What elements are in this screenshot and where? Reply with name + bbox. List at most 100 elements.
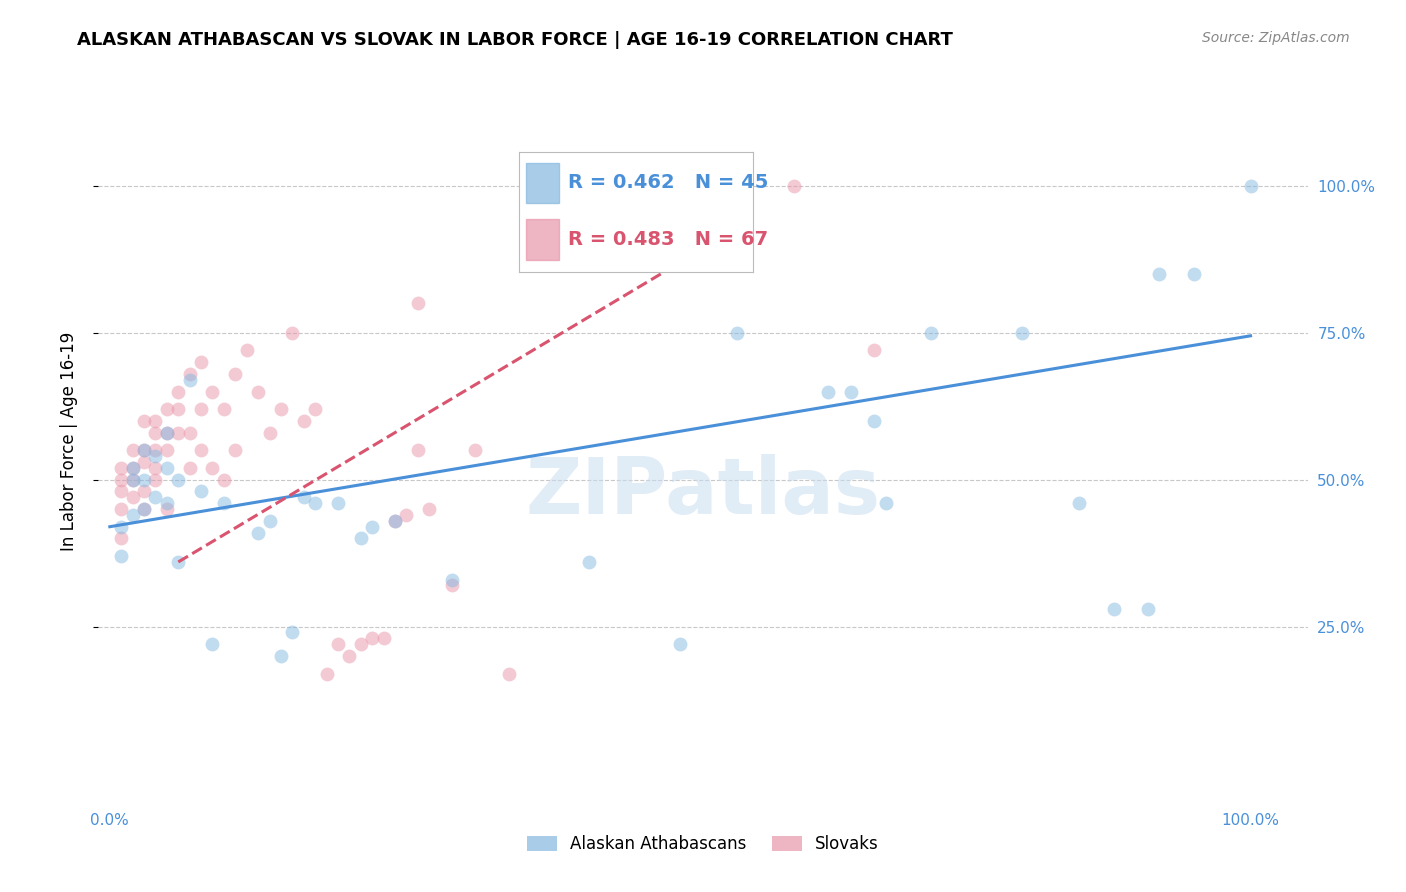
Point [326,637,349,651]
Point [1102,602,1125,616]
Legend: Alaskan Athabascans, Slovaks: Alaskan Athabascans, Slovaks [520,828,886,860]
Point [441,578,464,592]
Point [875,496,897,510]
Point [441,573,464,587]
Point [337,648,360,663]
Point [156,402,179,417]
Point [224,443,246,458]
Point [156,425,179,440]
Point [304,496,326,510]
Point [259,514,281,528]
Point [167,425,190,440]
Point [121,491,143,505]
Point [156,461,179,475]
Point [555,179,578,194]
Point [179,425,201,440]
Text: ZIPatlas: ZIPatlas [526,454,880,530]
Point [121,461,143,475]
Point [145,443,167,458]
Point [110,484,132,499]
Bar [526,162,558,203]
Point [110,532,132,546]
Point [920,326,942,340]
Point [145,491,167,505]
Point [212,402,235,417]
Point [132,502,155,516]
Point [167,402,190,417]
Point [578,555,600,569]
Point [520,179,543,194]
Point [110,502,132,516]
Point [863,414,886,428]
Point [783,179,806,194]
Point [190,402,212,417]
Point [132,502,155,516]
Point [201,384,224,399]
Point [167,555,190,569]
Point [145,461,167,475]
Point [132,443,155,458]
Point [167,384,190,399]
Point [110,519,132,533]
Text: ALASKAN ATHABASCAN VS SLOVAK IN LABOR FORCE | AGE 16-19 CORRELATION CHART: ALASKAN ATHABASCAN VS SLOVAK IN LABOR FO… [77,31,953,49]
Point [384,514,406,528]
Point [212,496,235,510]
Point [145,449,167,463]
Point [406,443,429,458]
Point [373,632,395,646]
Point [121,508,143,522]
Point [190,443,212,458]
Point [110,473,132,487]
Point [145,425,167,440]
Point [1239,179,1261,194]
Point [132,414,155,428]
Point [281,625,304,640]
Point [863,343,886,358]
Point [167,473,190,487]
Point [395,508,418,522]
Point [692,179,714,194]
Point [235,343,257,358]
Point [224,367,246,381]
Point [259,425,281,440]
Point [292,414,315,428]
Point [839,384,862,399]
Text: Source: ZipAtlas.com: Source: ZipAtlas.com [1202,31,1350,45]
Bar [526,219,558,260]
Point [361,632,384,646]
Point [669,179,692,194]
Point [190,355,212,369]
Point [110,461,132,475]
Point [145,473,167,487]
Point [132,484,155,499]
Y-axis label: In Labor Force | Age 16-19: In Labor Force | Age 16-19 [59,332,77,551]
Point [145,414,167,428]
Point [418,502,440,516]
Point [132,443,155,458]
Point [1149,267,1171,281]
Point [1069,496,1091,510]
Point [110,549,132,563]
Point [201,637,224,651]
Point [669,637,692,651]
Point [361,519,384,533]
Point [498,666,520,681]
Point [121,473,143,487]
Point [292,491,315,505]
Text: R = 0.462   N = 45: R = 0.462 N = 45 [568,173,769,193]
Point [315,666,337,681]
Point [179,461,201,475]
Point [406,296,429,310]
Point [179,373,201,387]
Point [281,326,304,340]
Point [304,402,326,417]
Point [384,514,406,528]
Point [612,179,634,194]
Point [156,443,179,458]
Point [179,367,201,381]
Point [190,484,212,499]
Point [725,326,748,340]
Point [270,648,292,663]
Text: R = 0.483   N = 67: R = 0.483 N = 67 [568,230,768,249]
Point [578,179,600,194]
